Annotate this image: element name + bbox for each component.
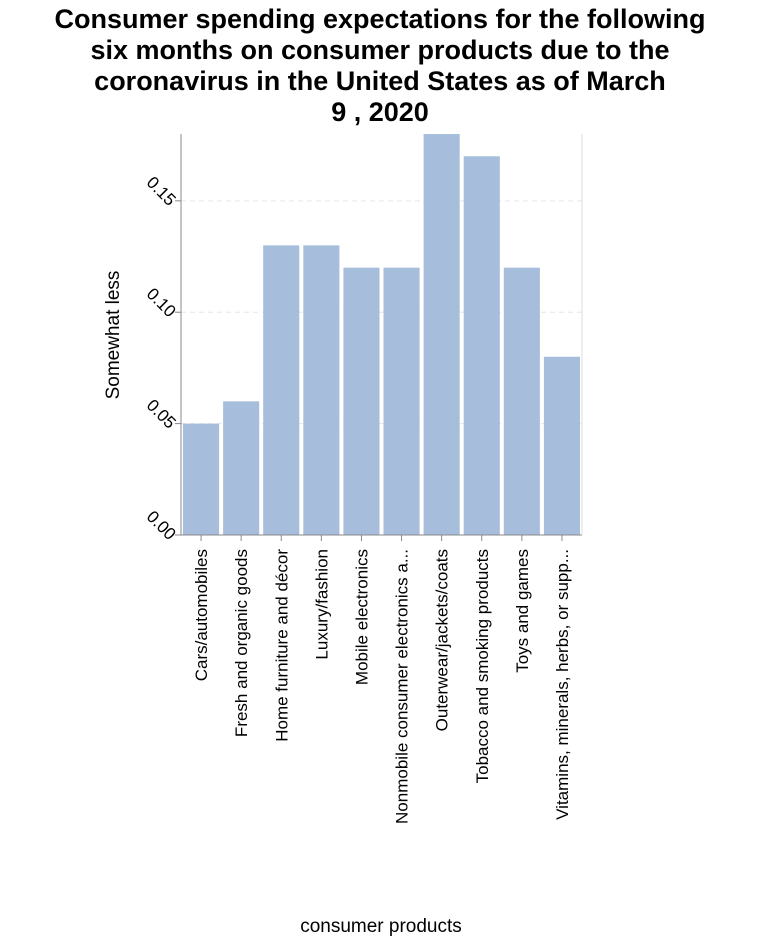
bar [543, 356, 580, 535]
bar [383, 267, 420, 535]
bar [303, 245, 340, 535]
chart-title-line-3: coronavirus in the United States as of M… [94, 66, 666, 96]
bar [423, 134, 460, 535]
bar [463, 156, 500, 535]
bar [503, 267, 540, 535]
x-tick-label: Outerwear/jackets/coats [433, 549, 452, 731]
x-tick-label: Home furniture and décor [272, 549, 291, 742]
chart-title-line-1: Consumer spending expectations for the f… [54, 4, 706, 34]
chart-title: Consumer spending expectations for the f… [0, 4, 760, 128]
x-tick-label: Tobacco and smoking products [473, 549, 492, 783]
y-tick-label: 0.00 [143, 507, 180, 544]
bar [183, 423, 220, 535]
x-tick-label: Vitamins, minerals, herbs, or supp... [553, 549, 572, 820]
y-tick-label: 0.05 [143, 396, 180, 433]
x-tick-label: Nonmobile consumer electronics a... [393, 549, 412, 824]
bar-layer [183, 134, 580, 535]
bar [343, 267, 380, 535]
y-tick-label: 0.15 [143, 173, 180, 210]
x-axis-title: consumer products [300, 916, 462, 937]
bar [223, 401, 260, 535]
x-tick-label: Cars/automobiles [192, 549, 211, 681]
chart-title-line-2: six months on consumer products due to t… [90, 35, 670, 65]
x-tick-label: Fresh and organic goods [232, 549, 251, 737]
x-tick-label: Mobile electronics [352, 549, 371, 685]
y-axis-title: Somewhat less [103, 271, 124, 400]
y-tick-label: 0.10 [143, 284, 180, 321]
axis-layer [175, 134, 583, 541]
bar [263, 245, 300, 535]
chart-title-line-4: 9 , 2020 [331, 97, 429, 127]
x-tick-label: Toys and games [513, 549, 532, 673]
x-tick-label: Luxury/fashion [312, 549, 331, 660]
